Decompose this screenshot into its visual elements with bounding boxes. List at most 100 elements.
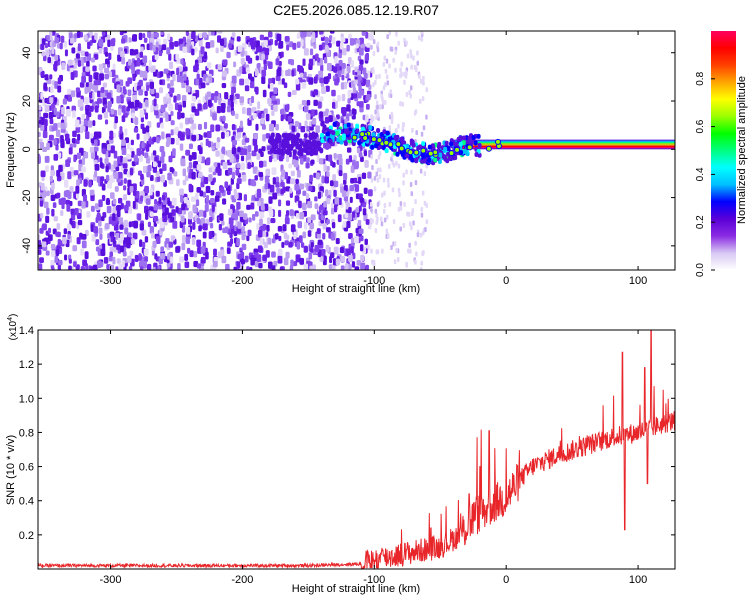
noise-cell [343,196,349,202]
noise-cell [133,60,138,67]
noise-cell [155,171,160,177]
noise-cell [177,104,183,112]
noise-cell [192,221,196,230]
noise-cell [133,154,138,162]
noise-cell [310,109,316,117]
noise-cell [82,259,88,267]
noise-cell [216,137,221,143]
noise-cell [381,99,385,105]
noise-cell [419,98,422,104]
noise-cell [315,125,320,133]
noise-cell [411,208,415,214]
noise-cell [171,209,176,216]
colorbar-gradient [711,31,736,270]
noise-cell [121,105,126,113]
noise-cell [246,107,252,116]
noise-cell [383,190,386,196]
noise-cell [337,71,342,78]
noise-cell [212,113,217,121]
noise-cell [372,51,376,57]
noise-cell [325,85,330,92]
noise-cell [240,258,246,265]
noise-cell [231,171,236,180]
noise-cell [149,42,153,51]
x-tick-label: 100 [629,574,647,586]
noise-cell [244,50,248,57]
noise-cell [203,132,208,138]
signal-blob [459,150,464,156]
noise-cell [280,114,284,122]
noise-cell [397,187,401,193]
noise-cell [264,47,270,56]
noise-cell [314,245,320,253]
noise-cell [329,180,334,187]
noise-cell [387,182,390,188]
noise-cell [261,69,267,77]
noise-cell [353,161,359,170]
noise-cell [271,167,277,176]
noise-cell [93,139,98,146]
spectrogram-cells [38,31,675,270]
noise-cell [356,78,361,87]
noise-cell [205,251,209,260]
noise-cell [323,164,327,172]
noise-cell [57,85,62,93]
noise-cell [160,246,165,253]
noise-cell [386,177,390,183]
noise-cell [382,177,386,183]
noise-cell [83,151,89,159]
noise-cell [420,260,423,266]
noise-cell [112,213,116,221]
noise-cell [170,235,176,241]
noise-cell [348,155,353,163]
noise-cell [296,241,301,250]
noise-cell [303,106,309,113]
noise-cell [343,184,348,192]
noise-cell [105,165,109,173]
signal-peak [351,134,358,141]
noise-cell [127,101,132,109]
noise-cell [378,174,382,180]
noise-cell [414,109,418,115]
noise-cell [365,80,370,87]
noise-cell [423,171,427,177]
noise-cell [381,248,384,254]
noise-cell [56,231,61,238]
noise-cell [40,43,45,51]
noise-cell [259,218,263,227]
noise-cell [361,172,367,179]
colorbar-tick-label: 0.4 [695,167,706,181]
noise-cell [152,44,156,52]
noise-cell [100,216,105,222]
noise-cell [144,112,149,120]
noise-cell [106,92,112,99]
noise-cell [275,75,281,81]
noise-cell [139,239,143,248]
noise-cell [419,266,423,270]
noise-cell [93,226,99,234]
noise-cell [65,108,71,117]
noise-cell [182,179,187,186]
noise-cell [340,37,346,43]
noise-cell [87,41,91,50]
noise-cell [321,175,325,184]
noise-cell [348,90,352,98]
noise-cell [94,164,100,171]
noise-cell [415,251,418,257]
noise-cell [63,228,68,235]
noise-cell [271,110,275,116]
noise-cell [377,112,380,118]
noise-cell [170,110,174,116]
noise-cell [374,79,377,85]
noise-cell [146,171,151,178]
noise-cell [228,43,232,49]
noise-cell [183,196,188,204]
noise-cell [184,261,190,269]
noise-cell [152,161,157,168]
noise-cell [288,163,292,169]
noise-cell [97,114,103,120]
noise-cell [110,164,115,172]
noise-cell [259,34,265,41]
noise-cell [252,213,256,221]
noise-cell [227,167,233,175]
